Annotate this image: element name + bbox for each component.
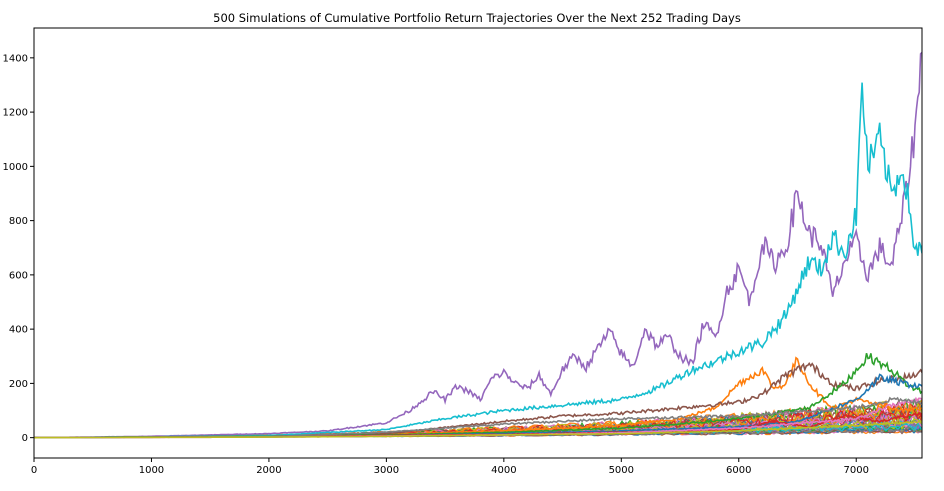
axes: 0 1000 2000 3000 4000 5000 6000 7000 0 200 400 600 8…	[3, 27, 923, 476]
x-tick-label: 2000	[256, 465, 281, 476]
plot-lines	[34, 51, 922, 439]
axes-frame	[33, 27, 923, 459]
simulation-line-0	[34, 51, 922, 439]
x-tick-label: 5000	[609, 465, 634, 476]
simulation-line-1	[34, 82, 922, 439]
x-tick-label: 4000	[491, 465, 516, 476]
y-tick-label: 400	[9, 325, 28, 336]
y-tick-label: 1400	[3, 53, 28, 64]
simulation-line-9	[34, 420, 922, 439]
y-tick-label: 0	[22, 433, 28, 444]
y-tick-label: 800	[9, 216, 28, 227]
y-tick-label: 200	[9, 379, 28, 390]
chart-title: 500 Simulations of Cumulative Portfolio …	[213, 11, 741, 25]
y-tick-label: 600	[9, 270, 28, 281]
x-tick-label: 3000	[374, 465, 399, 476]
x-tick-label: 6000	[726, 465, 751, 476]
x-tick-label: 7000	[843, 465, 868, 476]
y-tick-label: 1000	[3, 162, 28, 173]
x-tick-label: 1000	[139, 465, 164, 476]
y-tick-label: 1200	[3, 108, 28, 119]
x-tick-label: 0	[31, 465, 37, 476]
